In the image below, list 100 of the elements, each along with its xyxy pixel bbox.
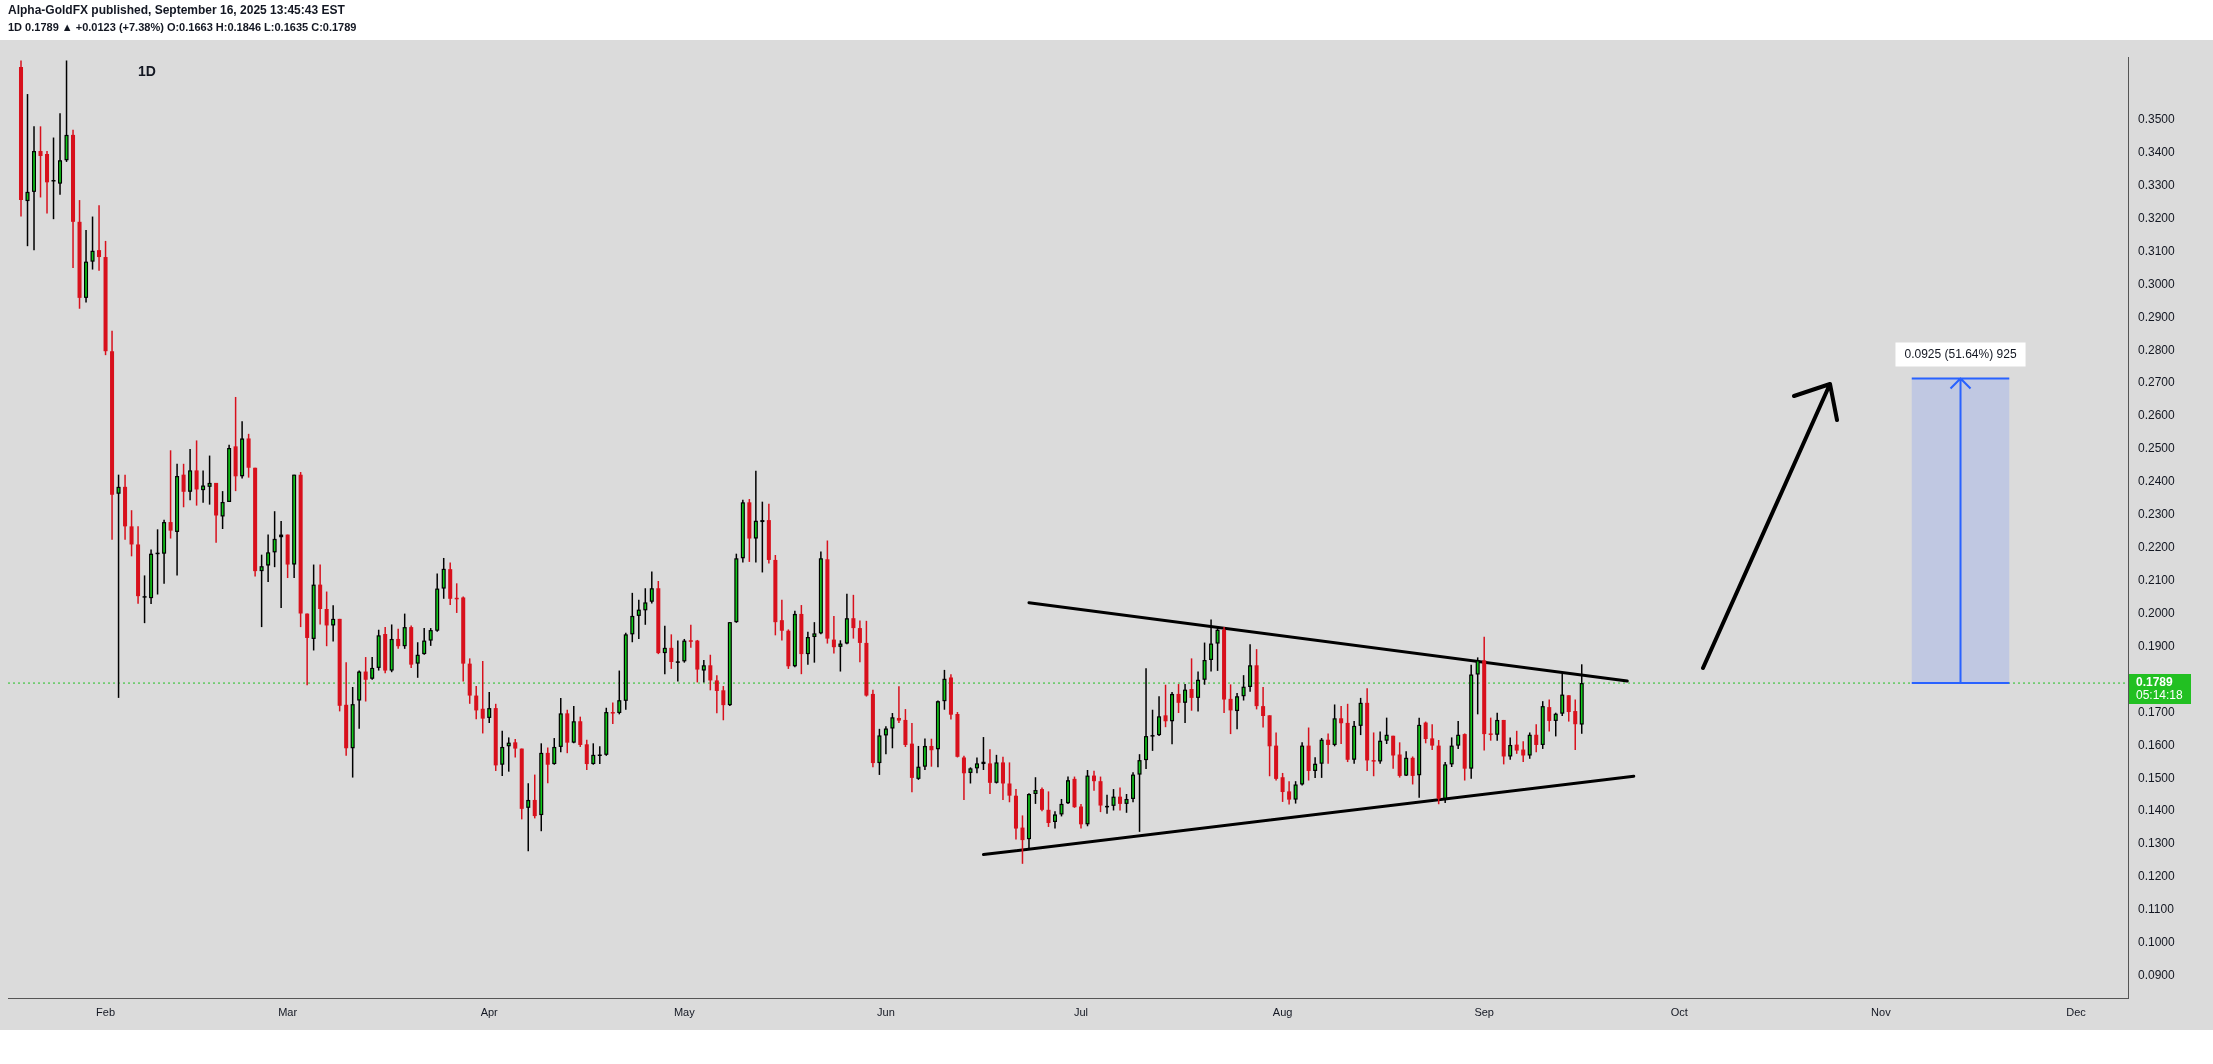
candlestick	[727, 622, 732, 707]
y-tick-label: 0.2300	[2138, 507, 2176, 522]
candlestick	[649, 571, 654, 604]
y-tick-label: 0.1300	[2138, 836, 2176, 851]
candlestick	[357, 670, 362, 729]
candlestick	[883, 726, 888, 755]
x-tick-label: Aug	[1272, 1006, 1293, 1019]
candlestick	[402, 613, 407, 649]
y-tick-label: 0.3300	[2138, 177, 2176, 192]
candlestick	[643, 588, 648, 625]
candlestick	[1352, 720, 1357, 764]
y-tick-label: 0.3500	[2138, 112, 2176, 127]
y-tick-label: 0.3000	[2138, 276, 2176, 291]
candlestick	[805, 631, 810, 665]
candlestick	[740, 499, 745, 563]
candlestick	[1326, 733, 1331, 764]
candlestick	[1131, 772, 1136, 803]
candlestick	[630, 592, 635, 643]
candlestick	[435, 573, 440, 632]
candlestick	[1417, 717, 1422, 798]
candlestick	[922, 738, 927, 770]
candlestick	[84, 230, 89, 303]
candlestick	[610, 702, 615, 724]
y-tick-label: 0.2900	[2138, 309, 2176, 324]
candlestick	[331, 605, 336, 642]
candlestick	[370, 657, 375, 680]
y-tick-label: 0.0900	[2138, 968, 2176, 983]
y-tick-label: 0.1200	[2138, 869, 2176, 884]
ref-line-label: 0.1789	[2136, 675, 2174, 690]
candlestick	[1170, 691, 1175, 745]
y-tick-label: 0.1400	[2138, 803, 2176, 818]
candlestick	[441, 557, 446, 599]
candlestick	[688, 624, 693, 648]
candlestick	[1469, 664, 1474, 779]
candlestick	[714, 675, 719, 714]
candlestick	[591, 743, 596, 765]
candlestick	[240, 421, 245, 479]
candlestick	[792, 610, 797, 668]
candlestick	[1300, 742, 1305, 786]
candlestick	[487, 691, 492, 723]
candlestick	[1026, 793, 1031, 850]
annotation: 1D	[138, 63, 156, 80]
candlestick	[162, 519, 167, 584]
candlestick	[428, 628, 433, 646]
candlestick	[636, 599, 641, 639]
y-tick-label: 0.2200	[2138, 540, 2176, 555]
candlestick	[292, 474, 297, 579]
candlestick	[701, 660, 706, 683]
y-tick-label: 0.2600	[2138, 408, 2176, 423]
candlestick	[266, 534, 271, 582]
chart-title: Alpha-GoldFX published, September 16, 2025 13:45:43 EST	[8, 3, 345, 17]
candlestick	[617, 670, 622, 715]
y-tick-label: 0.2400	[2138, 474, 2176, 489]
candlestick	[526, 783, 531, 852]
candlestick	[1144, 668, 1149, 769]
y-tick-label: 0.1900	[2138, 638, 2176, 653]
chart-subtitle: 1D 0.1789 ▲ +0.0123 (+7.38%) O:0.1663 H:0.1846 L:0.1635 C:0.1789	[8, 21, 357, 33]
text: 05:14:18	[2136, 688, 2184, 703]
candlestick	[604, 707, 609, 756]
candlestick	[662, 625, 667, 675]
candlestick	[1065, 776, 1071, 804]
candlestick	[1052, 811, 1058, 829]
y-tick-label: 0.3100	[2138, 243, 2176, 258]
x-tick-label: Jul	[1073, 1006, 1089, 1019]
candlestick	[1456, 720, 1461, 749]
y-tick-label: 0.1100	[2138, 902, 2175, 917]
candlestick	[175, 463, 180, 576]
candlestick	[1157, 696, 1162, 737]
candlestick	[1183, 684, 1188, 723]
y-tick-label: 0.1500	[2138, 770, 2176, 785]
x-tick-label: Jun	[877, 1006, 895, 1019]
candlestick	[32, 126, 37, 251]
x-tick-label: May	[673, 1006, 696, 1019]
candlestick	[844, 593, 849, 645]
y-tick-label: 0.1700	[2138, 704, 2176, 719]
candlestick	[201, 470, 206, 503]
y-tick-label: 0.3400	[2138, 144, 2176, 159]
x-tick-label: Nov	[1871, 1006, 1892, 1019]
candlestick	[415, 642, 420, 678]
candlestick	[1339, 706, 1344, 744]
candlestick	[1404, 751, 1409, 776]
x-tick-label: Feb	[96, 1006, 116, 1019]
candlestick	[1248, 644, 1253, 692]
y-tick-label: 0.2000	[2138, 605, 2176, 620]
candlestick	[818, 551, 823, 635]
x-tick-label: Mar	[278, 1006, 298, 1019]
y-tick-label: 0.2800	[2138, 342, 2176, 357]
candlestick	[97, 205, 102, 271]
candlestick	[753, 470, 758, 563]
candlestick	[1196, 671, 1201, 712]
candlestick	[1313, 757, 1318, 778]
x-tick-label: Dec	[2066, 1006, 2087, 1019]
x-tick-label: Apr	[480, 1006, 499, 1019]
candlestick	[831, 615, 836, 654]
candlestick	[1527, 732, 1532, 759]
candlestick	[1378, 731, 1383, 764]
candlestick	[974, 757, 979, 774]
candlestick	[422, 628, 427, 655]
candlestick	[1573, 699, 1578, 750]
candlestick	[896, 686, 901, 723]
